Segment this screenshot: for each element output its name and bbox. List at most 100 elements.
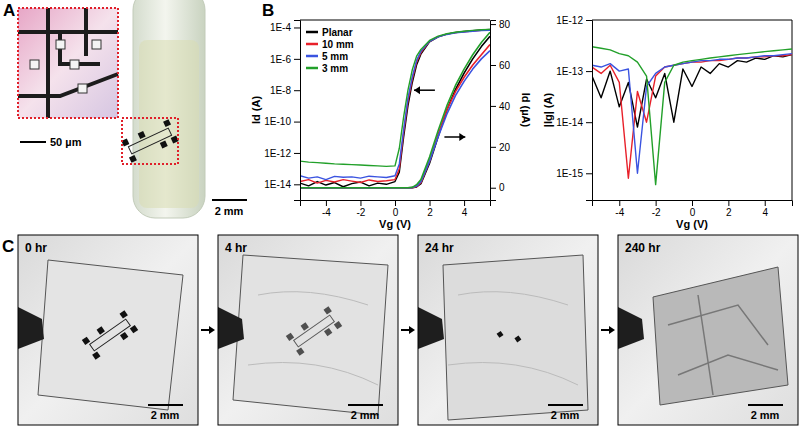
device-pad bbox=[301, 322, 309, 330]
series-line bbox=[592, 55, 792, 179]
series-line bbox=[300, 30, 490, 187]
inset-pad bbox=[70, 60, 79, 69]
tick-mark bbox=[294, 27, 300, 28]
device-channel bbox=[128, 128, 171, 154]
inset-electrode bbox=[46, 8, 50, 118]
tick-label: 1E-14 bbox=[556, 117, 583, 128]
inset-border bbox=[18, 8, 118, 118]
photo-border bbox=[418, 235, 598, 425]
tick: 1E-14 bbox=[264, 179, 300, 190]
tick-label: 1E-12 bbox=[264, 148, 291, 159]
photo-content bbox=[418, 235, 598, 425]
photo-border bbox=[218, 235, 398, 425]
tick: 1E-13 bbox=[556, 66, 592, 77]
legend-swatch bbox=[306, 55, 318, 58]
scale-bar bbox=[148, 404, 183, 406]
series-line bbox=[592, 47, 792, 185]
axis-line bbox=[586, 21, 593, 201]
device-pad bbox=[334, 321, 342, 329]
tick-mark bbox=[464, 200, 465, 206]
plot-frame bbox=[792, 20, 793, 200]
chart: -4-20241E-141E-121E-101E-81E-61E-4020406… bbox=[250, 19, 532, 230]
tick-label: 1E-13 bbox=[556, 66, 583, 77]
time-label: 24 hr bbox=[425, 241, 454, 255]
photo-content bbox=[18, 235, 198, 425]
film bbox=[653, 267, 788, 405]
inset-electrode bbox=[60, 32, 100, 64]
legend-label: 10 mm bbox=[322, 39, 354, 50]
plot-area bbox=[300, 29, 490, 187]
device-channel bbox=[90, 319, 131, 351]
inset-electrode bbox=[18, 74, 118, 96]
film-crease bbox=[678, 355, 778, 375]
tick-mark bbox=[430, 200, 431, 206]
tick-label: 20 bbox=[499, 142, 511, 153]
legend-swatch bbox=[306, 43, 318, 46]
y-axis-title: Id (A) bbox=[250, 96, 262, 124]
series-line bbox=[300, 29, 490, 166]
plot-area bbox=[592, 47, 792, 185]
tick-label: 2 bbox=[726, 207, 732, 218]
sequence-arrow-head bbox=[609, 326, 615, 334]
film bbox=[38, 260, 183, 410]
inset-pad bbox=[78, 84, 87, 93]
tick-mark bbox=[326, 200, 327, 206]
tick-label: 40 bbox=[499, 101, 511, 112]
scale-bar bbox=[20, 141, 46, 143]
inset-pad bbox=[56, 40, 65, 49]
photo-background bbox=[218, 235, 398, 425]
tick-mark bbox=[294, 90, 300, 91]
device-pad bbox=[497, 331, 504, 338]
series-line bbox=[300, 32, 490, 187]
tick-mark bbox=[360, 200, 361, 206]
vial bbox=[133, 0, 205, 218]
tick-mark bbox=[619, 200, 620, 206]
tick-label: 4 bbox=[462, 207, 468, 218]
tick: 1E-8 bbox=[270, 85, 300, 96]
tick: 1E-6 bbox=[270, 54, 300, 65]
tick-label: 1E-6 bbox=[270, 54, 292, 65]
tick: 1E-12 bbox=[556, 15, 592, 26]
device-pad bbox=[138, 131, 146, 139]
axis-line bbox=[301, 201, 491, 207]
scale-label: 2 mm bbox=[151, 409, 180, 421]
tick-mark bbox=[692, 200, 693, 206]
tick-mark bbox=[656, 200, 657, 206]
tick: -4 bbox=[322, 200, 331, 218]
x-axis-title: Vg (V) bbox=[676, 218, 708, 230]
device-pad bbox=[92, 351, 100, 359]
tick-mark bbox=[490, 24, 496, 25]
tick-mark bbox=[294, 153, 300, 154]
film bbox=[233, 255, 388, 415]
scale-bar bbox=[212, 199, 247, 201]
tick: 80 bbox=[490, 19, 511, 30]
scale-label: 2 mm bbox=[751, 409, 780, 421]
tick: 1E-14 bbox=[556, 117, 592, 128]
panel-label: B bbox=[262, 1, 274, 20]
legend-swatch bbox=[306, 67, 318, 70]
tick: 2 bbox=[427, 200, 433, 218]
axis-line bbox=[593, 201, 793, 207]
device bbox=[286, 306, 342, 355]
tick-label: 0 bbox=[393, 207, 399, 218]
axis-arrow-head bbox=[414, 86, 420, 94]
photo-border bbox=[618, 235, 798, 425]
tick: -2 bbox=[357, 200, 366, 218]
device-channel bbox=[294, 315, 335, 347]
tick-mark bbox=[586, 20, 592, 21]
series-line bbox=[300, 45, 490, 188]
tick-mark bbox=[586, 71, 592, 72]
tick-mark bbox=[586, 122, 592, 123]
time-label: 0 hr bbox=[25, 241, 47, 255]
figure-root: 50 µm2 mmAB-4-20241E-141E-121E-101E-81E-… bbox=[0, 0, 800, 430]
device-pad bbox=[130, 325, 138, 333]
legend-swatch bbox=[306, 31, 318, 34]
tick-mark bbox=[294, 122, 300, 123]
tick-mark bbox=[395, 200, 396, 206]
tick-label: 0 bbox=[690, 207, 696, 218]
tweezers bbox=[418, 307, 444, 349]
panel-label: C bbox=[2, 237, 14, 256]
legend-label: 3 mm bbox=[322, 63, 348, 74]
photo-frame: 240 hr2 mm bbox=[618, 235, 798, 425]
axis-line bbox=[294, 21, 301, 201]
